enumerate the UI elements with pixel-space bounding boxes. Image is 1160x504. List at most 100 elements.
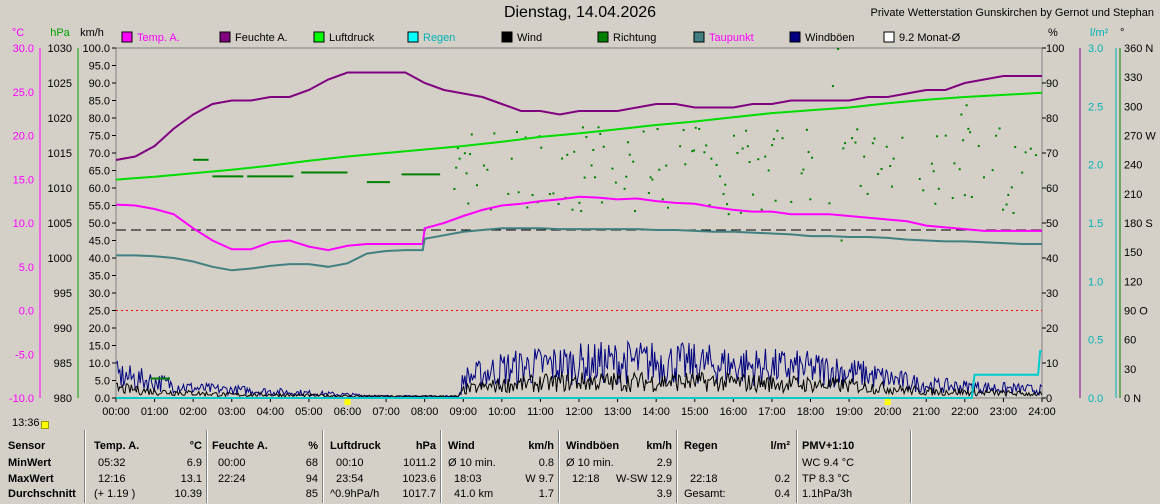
- stats-temp-col: Temp. A. °C 05:32 6.9 12:16 13.1 (+ 1.19 ) 1…: [94, 432, 202, 502]
- direction-dot: [581, 126, 584, 129]
- direction-dot: [837, 48, 840, 50]
- direction-dot: [658, 168, 661, 171]
- humidity-tick-label: 30: [1046, 288, 1058, 300]
- time-tick-label: 10:00: [488, 406, 516, 418]
- stats-gust-col: Windböen km/h Ø 10 min. 2.9 12:18 W-SW 12.9…: [566, 432, 672, 502]
- direction-dot: [962, 139, 965, 142]
- direction-tick-label: 330: [1124, 72, 1142, 84]
- wind-tick-label: 95.0: [89, 61, 110, 73]
- wind-tick-label: 25.0: [89, 306, 110, 318]
- sun-marker: [344, 399, 351, 405]
- legend-swatch: [219, 31, 231, 43]
- direction-dot: [708, 204, 711, 207]
- direction-dot: [1002, 208, 1005, 211]
- direction-dot: [944, 134, 947, 137]
- legend-label: Richtung: [613, 32, 656, 44]
- rain-tick-label: 2.0: [1088, 160, 1103, 172]
- temp-tick-label: 30.0: [13, 43, 34, 55]
- direction-dot: [757, 158, 760, 161]
- direction-dot: [656, 128, 659, 131]
- pressure-tick-label: 1010: [48, 183, 72, 195]
- page-title: Dienstag, 14.04.2026: [503, 4, 657, 21]
- direction-dot: [455, 166, 458, 169]
- wind-tick-label: 75.0: [89, 131, 110, 143]
- direction-dot: [800, 172, 803, 175]
- direction-dot: [745, 129, 748, 132]
- direction-tick-label: 120: [1124, 276, 1142, 288]
- direction-dot: [885, 145, 888, 148]
- rain-tick-label: 2.5: [1088, 101, 1103, 113]
- direction-dot: [633, 210, 636, 213]
- stats-time: 22:24: [218, 473, 246, 485]
- direction-dot: [661, 198, 664, 201]
- direction-tick-label: 240: [1124, 160, 1142, 172]
- direction-dot: [1007, 193, 1010, 196]
- wind-tick-label: 55.0: [89, 201, 110, 213]
- humidity-tick-label: 90: [1046, 78, 1058, 90]
- direction-dot: [1012, 212, 1015, 215]
- direction-dot: [963, 194, 966, 197]
- time-tick-label: 18:00: [797, 406, 825, 418]
- direction-dot: [684, 163, 687, 166]
- direction-dot: [937, 187, 940, 190]
- direction-dot: [691, 150, 694, 153]
- col-divider: [84, 430, 86, 503]
- direction-dot: [842, 147, 845, 150]
- direction-dot: [977, 144, 980, 147]
- direction-dot: [571, 208, 574, 211]
- direction-dot: [602, 145, 605, 148]
- legend-swatch: [597, 31, 609, 43]
- legend-label: Wind: [517, 32, 542, 44]
- time-tick-label: 09:00: [449, 406, 477, 418]
- stats-time: 22:18: [690, 473, 718, 485]
- stats-value: 0.4: [774, 488, 790, 500]
- time-tick-label: 14:00: [642, 406, 670, 418]
- direction-dot: [489, 208, 492, 211]
- direction-dot: [873, 137, 876, 140]
- legend-label: Taupunkt: [709, 32, 754, 44]
- direction-dot: [892, 157, 895, 160]
- time-tick-label: 05:00: [295, 406, 323, 418]
- direction-dot: [469, 153, 472, 156]
- rain-tick-label: 3.0: [1088, 43, 1103, 55]
- sun-marker: [884, 399, 891, 405]
- stats-unit: °C: [189, 440, 202, 452]
- direction-dot: [739, 211, 742, 214]
- direction-dot: [726, 203, 729, 206]
- direction-dot: [1014, 146, 1017, 149]
- wind-tick-label: 15.0: [89, 341, 110, 353]
- direction-dot: [632, 160, 635, 163]
- direction-dot: [958, 168, 961, 171]
- series-line-pressure: [115, 91, 1043, 181]
- direction-dot: [866, 192, 869, 195]
- direction-dot: [889, 165, 892, 168]
- stats-unit: %: [308, 440, 318, 452]
- stats-header: Regen: [684, 440, 718, 452]
- direction-dot: [524, 136, 527, 139]
- stats-pressure-col: Luftdruck hPa 00:10 1011.2 23:54 1023.6 ^0.…: [330, 432, 436, 502]
- direction-dot: [859, 184, 862, 187]
- stats-pmv-col: PMV+1:10 WC 9.4 °C TP 8.3 °C 1.1hPa/3h: [802, 432, 906, 502]
- direction-dot: [540, 146, 543, 149]
- pressure-tick-label: 1000: [48, 253, 72, 265]
- direction-dot: [802, 168, 805, 171]
- direction-dot: [515, 131, 518, 134]
- direction-dot: [628, 153, 631, 156]
- col-divider: [910, 430, 912, 503]
- direction-tick-label: 180 S: [1124, 218, 1153, 230]
- gust-series-line: [115, 340, 1043, 399]
- rain-tick-label: 1.5: [1088, 218, 1103, 230]
- direction-dot: [767, 169, 770, 172]
- direction-dot: [774, 199, 777, 202]
- direction-dot: [719, 175, 722, 178]
- direction-dot: [877, 173, 880, 176]
- stats-rain-col: Regen l/m² 22:18 0.2 Gesamt: 0.4: [684, 432, 790, 502]
- direction-dot: [614, 181, 617, 184]
- direction-dot: [465, 172, 468, 175]
- direction-dot: [890, 185, 893, 188]
- direction-dot: [475, 184, 478, 187]
- pressure-tick-label: 1025: [48, 78, 72, 90]
- axis-unit-label: hPa: [50, 27, 70, 39]
- axis-unit-label: l/m²: [1090, 27, 1109, 39]
- temp-tick-label: 0.0: [19, 306, 34, 318]
